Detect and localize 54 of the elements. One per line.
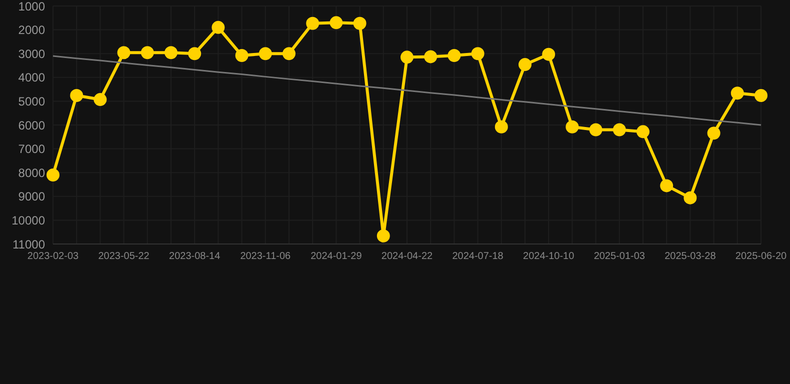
point	[282, 47, 296, 60]
y-tick-label: 11000	[12, 237, 46, 252]
point	[188, 47, 202, 60]
point	[660, 179, 674, 192]
point	[235, 49, 248, 62]
y-tick-label: 5000	[18, 94, 46, 108]
point	[707, 126, 720, 140]
point	[164, 46, 178, 60]
point	[117, 46, 130, 60]
point	[589, 123, 602, 136]
point	[46, 168, 60, 182]
y-tick-label: 9000	[18, 190, 46, 204]
point	[684, 191, 697, 204]
x-tick-label: 2024-01-29	[310, 251, 362, 262]
point	[400, 50, 414, 64]
y-tick-label: 6000	[18, 118, 46, 132]
point	[448, 49, 461, 62]
point	[730, 86, 744, 100]
point	[258, 47, 272, 60]
y-tick-label: 7000	[18, 142, 46, 156]
line-series	[52, 55, 762, 126]
point	[94, 93, 107, 106]
y-tick-label: 10000	[12, 213, 46, 228]
point	[518, 58, 532, 72]
point	[330, 16, 343, 30]
point	[494, 120, 508, 134]
y-tick-label: 8000	[18, 166, 46, 180]
x-tick-label: 2024-04-22	[381, 251, 434, 262]
y-tick-label: 1000	[18, 0, 46, 14]
x-tick-label: 2024-10-10	[523, 251, 575, 262]
x-tick-label: 2024-07-18	[452, 251, 504, 262]
x-tick-label: 2025-06-20	[735, 251, 788, 262]
point	[306, 16, 320, 30]
point	[140, 46, 154, 60]
x-tick-label: 2025-01-03	[594, 251, 646, 262]
x-tick-label: 2023-02-03	[27, 251, 80, 262]
point	[376, 229, 390, 242]
y-tick-label: 2000	[18, 23, 46, 38]
x-tick-label: 2023-05-22	[98, 251, 150, 262]
point	[542, 48, 556, 61]
point	[70, 88, 84, 102]
point	[353, 16, 366, 30]
point	[424, 50, 438, 64]
point	[212, 20, 225, 34]
point	[471, 47, 484, 60]
point	[612, 123, 626, 136]
y-tick-label: 3000	[18, 46, 46, 61]
x-tick-label: 2025-03-28	[664, 251, 716, 262]
point	[754, 88, 768, 102]
y-tick-label: 4000	[18, 70, 46, 85]
x-tick-label: 2023-11-06	[240, 251, 292, 262]
x-tick-label: 2023-08-14	[169, 251, 221, 262]
point	[566, 120, 579, 134]
point	[636, 125, 650, 138]
